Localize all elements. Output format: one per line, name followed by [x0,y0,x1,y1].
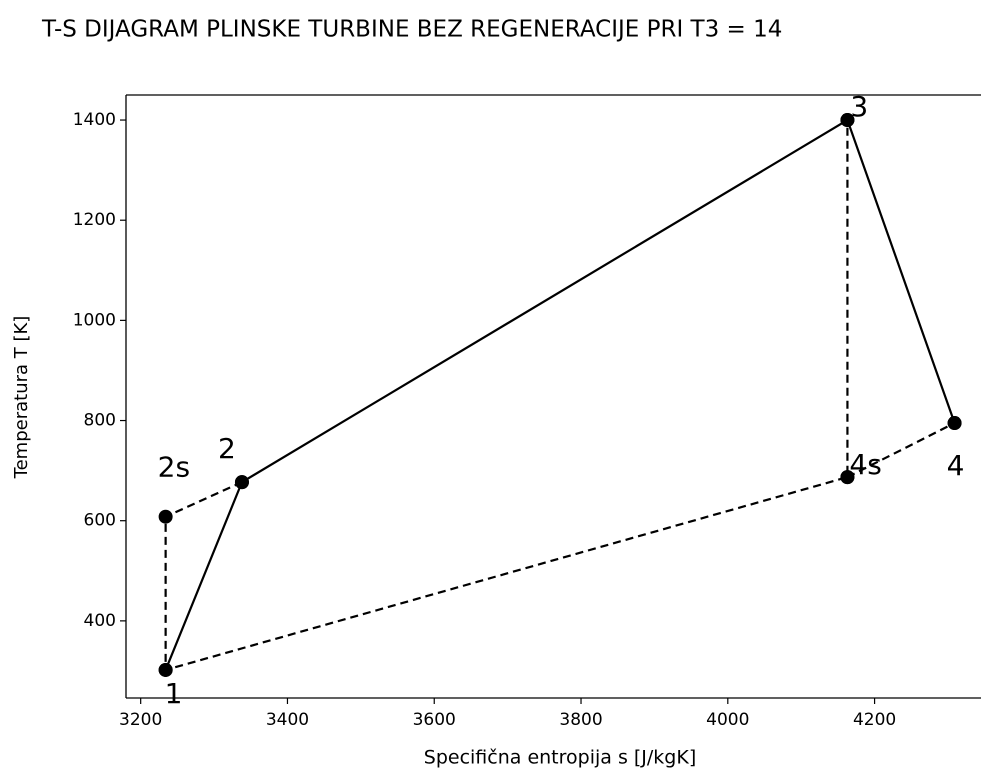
x-tick-label: 3400 [266,710,309,730]
y-tick-label: 600 [84,511,116,531]
axes-frame [125,94,981,699]
y-axis-label: Temperatura T [K] [11,316,32,480]
x-tick-label: 4200 [853,710,896,730]
point-marker [234,475,249,490]
chart-title: T-S DIJAGRAM PLINSKE TURBINE BEZ REGENER… [41,17,782,43]
point-label: 2s [158,451,190,484]
y-tick-label: 1000 [73,310,116,330]
point-label: 4s [849,448,881,481]
x-tick-label: 3800 [559,710,602,730]
point-label: 2 [218,432,236,465]
point-label: 1 [165,677,183,710]
series-line [164,120,849,672]
x-axis-label: Specifična entropija s [J/kgK] [424,747,696,769]
x-tick-label: 4000 [706,710,749,730]
y-tick-label: 1200 [73,210,116,230]
point-marker [840,470,855,485]
point-marker [158,662,173,677]
x-tick-label: 3600 [413,710,456,730]
y-tick-label: 400 [84,611,116,631]
y-tick-label: 1400 [73,110,116,130]
point-marker [158,509,173,524]
point-label: 4 [947,449,965,482]
series-line [846,422,956,479]
series-line [164,118,956,671]
x-tick-label: 3200 [119,710,162,730]
point-marker [947,416,962,431]
y-tick-label: 800 [84,411,116,431]
point-marker [840,113,855,128]
point-label: 3 [850,90,868,123]
